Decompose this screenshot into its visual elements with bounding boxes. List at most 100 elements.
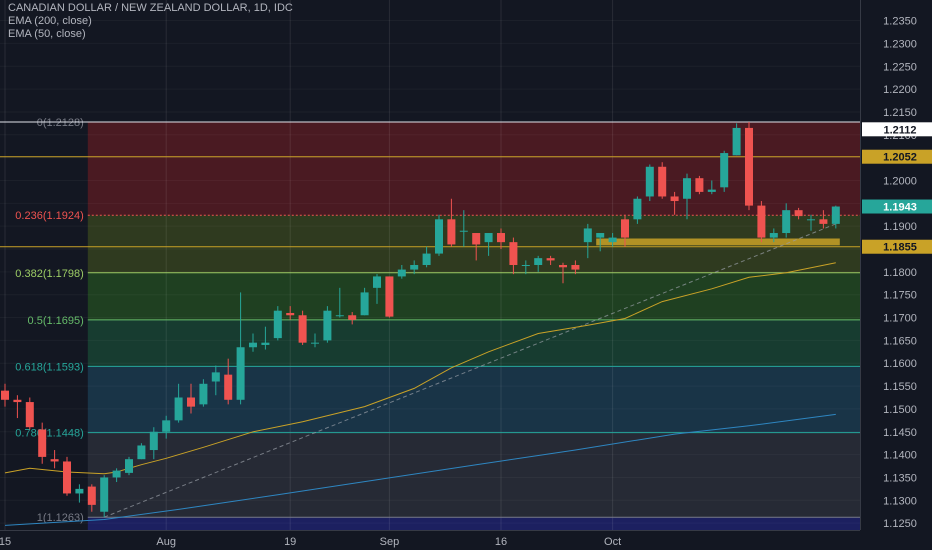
candle <box>385 276 394 318</box>
candle <box>509 237 518 275</box>
price-badge <box>862 122 932 137</box>
price-tick-label: 1.1750 <box>883 290 917 302</box>
candle <box>236 292 245 405</box>
candle <box>621 214 629 247</box>
candle <box>373 274 381 304</box>
candle-body <box>782 210 791 234</box>
candle-body <box>571 265 580 270</box>
candle <box>323 306 332 343</box>
candle-body <box>75 488 84 494</box>
price-tick-label: 1.2250 <box>883 61 917 73</box>
candle <box>149 427 158 460</box>
candle <box>174 383 183 423</box>
candle-body <box>137 445 146 460</box>
fib-band <box>87 432 861 518</box>
candle <box>720 150 729 192</box>
candle <box>807 214 815 231</box>
candle-body <box>559 265 567 268</box>
candle <box>447 198 456 247</box>
price-badge-label: 1.1855 <box>883 242 917 254</box>
candle-body <box>769 233 778 238</box>
candle <box>335 287 344 318</box>
candle <box>38 422 47 464</box>
candle <box>211 365 220 396</box>
candle-body <box>38 429 47 457</box>
candle <box>397 265 406 279</box>
candle-body <box>807 219 815 221</box>
indicator-ema200-label[interactable]: EMA (200, close) <box>8 15 92 27</box>
price-tick-label: 1.1900 <box>883 221 917 233</box>
candle-body <box>125 459 133 473</box>
candle-body <box>608 237 617 243</box>
price-tick-label: 1.2300 <box>883 38 917 50</box>
candle-body <box>100 477 109 512</box>
candle <box>819 210 828 229</box>
price-tick-label: 1.2200 <box>883 84 917 96</box>
candle-body <box>720 153 729 188</box>
candle-body <box>509 242 518 265</box>
candle <box>13 395 22 419</box>
candle <box>546 255 555 265</box>
candle <box>683 173 691 220</box>
fib-level-label: 0.618(1.1593) <box>15 361 84 373</box>
candle <box>100 475 109 518</box>
price-tick-label: 1.1650 <box>883 335 917 347</box>
candle <box>732 123 741 156</box>
symbol-title[interactable]: CANADIAN DOLLAR / NEW ZEALAND DOLLAR, 1D… <box>8 2 293 14</box>
candle <box>670 191 679 215</box>
candle <box>199 379 208 407</box>
price-tick-label: 1.1450 <box>883 427 917 439</box>
fib-level-label: 0.5(1.1695) <box>28 315 84 327</box>
candle <box>87 484 96 512</box>
time-tick-label: 15 <box>0 536 11 548</box>
candle-body <box>546 258 555 261</box>
candle-body <box>794 210 803 217</box>
candle <box>745 121 753 211</box>
candle <box>1 383 9 407</box>
candle-body <box>397 269 406 277</box>
candle-body <box>149 431 158 451</box>
fib-level-label: 0.382(1.1798) <box>15 268 84 280</box>
candle-body <box>63 461 71 494</box>
price-tick-label: 1.1550 <box>883 381 917 393</box>
candle-body <box>745 127 753 206</box>
candle-body <box>273 310 282 339</box>
candle-body <box>335 315 344 317</box>
price-tick-label: 1.1350 <box>883 472 917 484</box>
candle-body <box>732 127 741 156</box>
candle-body <box>472 233 481 245</box>
candle <box>137 443 146 460</box>
indicator-ema50-label[interactable]: EMA (50, close) <box>8 28 86 40</box>
candle <box>583 223 592 259</box>
candle <box>707 180 716 195</box>
candle-body <box>348 315 357 320</box>
candle <box>757 201 766 243</box>
candle-body <box>13 399 22 403</box>
candle <box>695 175 704 195</box>
candle-body <box>261 342 270 345</box>
candle <box>25 397 34 430</box>
candle <box>521 260 530 275</box>
candle-body <box>534 258 543 265</box>
candle-body <box>422 253 431 265</box>
price-tick-label: 1.1250 <box>883 518 917 530</box>
candle-body <box>757 205 766 238</box>
candle-body <box>583 228 592 243</box>
candle-body <box>695 178 704 192</box>
price-badge <box>862 199 932 214</box>
candle-body <box>211 372 220 382</box>
candle-body <box>645 166 654 197</box>
candle <box>459 210 468 247</box>
candle-body <box>298 315 307 343</box>
candle <box>596 233 605 252</box>
candle-body <box>484 233 493 243</box>
candle <box>484 233 493 256</box>
price-badge <box>862 149 932 164</box>
candle-body <box>621 219 629 238</box>
candle-body <box>707 189 716 192</box>
candle-body <box>224 374 233 400</box>
candle-body <box>162 420 171 432</box>
fib-level-label: 0.786(1.1448) <box>15 428 84 440</box>
